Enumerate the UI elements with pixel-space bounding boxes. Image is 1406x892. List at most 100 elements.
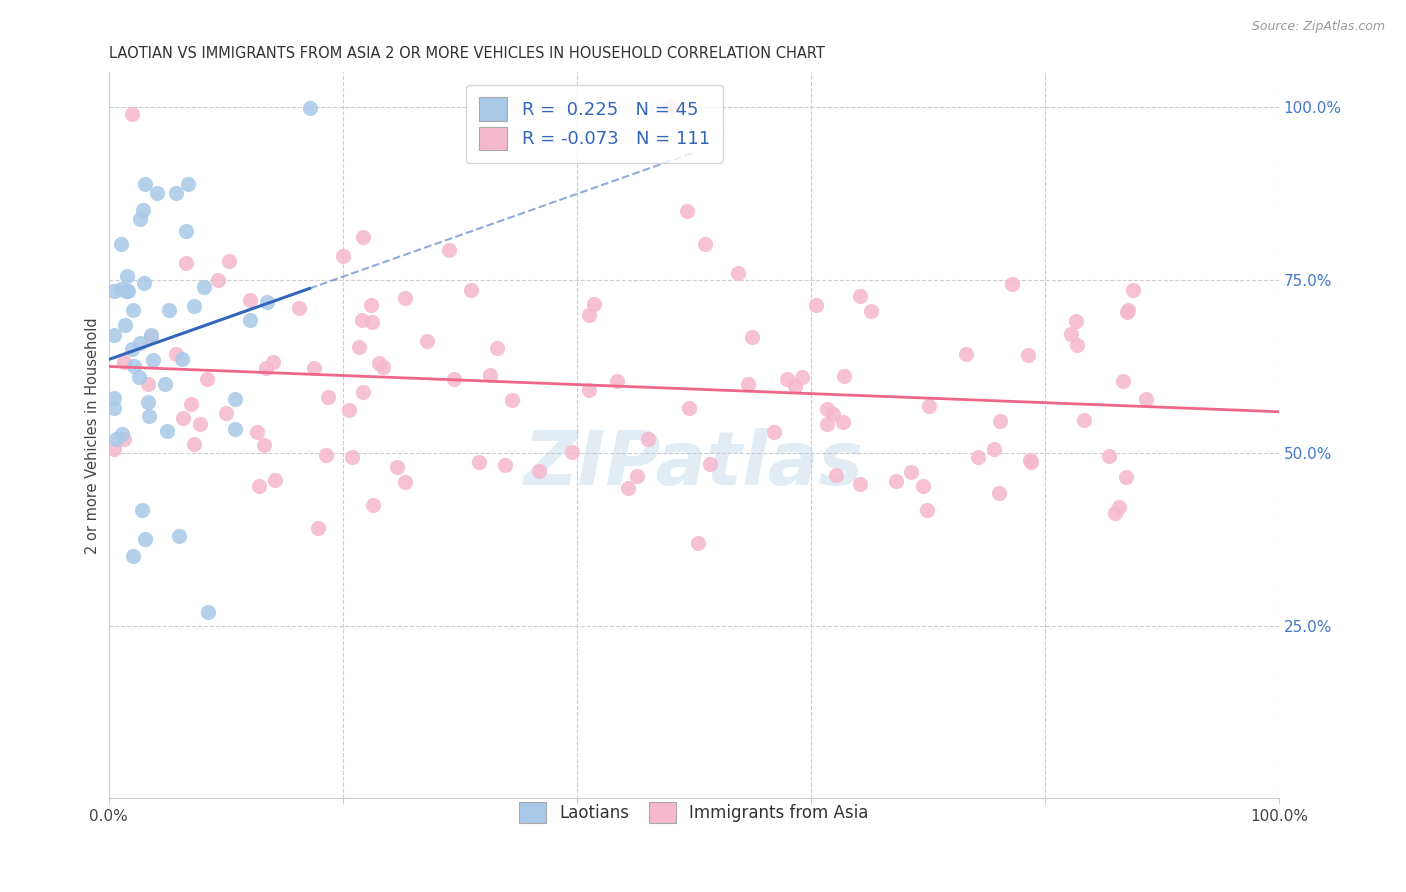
Point (741, 330, 763, 344)
Point (361, 499, 384, 513)
Point (146, 186, 169, 200)
Point (1135, 392, 1157, 406)
Point (394, 292, 416, 306)
Point (1060, 327, 1083, 342)
Point (360, 315, 382, 329)
Point (626, 469, 648, 483)
Point (165, 347, 187, 361)
Point (167, 528, 190, 542)
Point (737, 376, 759, 391)
Point (134, 532, 156, 546)
Point (114, 318, 136, 332)
Point (785, 379, 807, 393)
Point (121, 106, 143, 120)
Point (443, 372, 465, 386)
Point (360, 298, 382, 312)
Point (763, 425, 786, 439)
Point (121, 303, 143, 318)
Point (224, 422, 246, 436)
Point (1104, 507, 1126, 521)
Point (129, 336, 152, 351)
Point (988, 414, 1011, 428)
Point (983, 442, 1005, 456)
Point (153, 377, 176, 392)
Point (561, 445, 583, 459)
Point (1017, 348, 1039, 362)
Point (678, 401, 700, 416)
Point (256, 294, 278, 309)
Point (103, 391, 125, 405)
Point (340, 450, 363, 464)
Point (385, 459, 408, 474)
Point (352, 384, 374, 399)
Point (527, 464, 550, 478)
Point (253, 438, 276, 452)
Point (775, 372, 797, 386)
Point (103, 284, 125, 298)
Point (478, 368, 501, 383)
Point (129, 212, 152, 227)
Point (1122, 283, 1144, 297)
Point (139, 327, 162, 342)
Point (1115, 305, 1137, 319)
Point (174, 225, 197, 239)
Point (103, 401, 125, 416)
Point (110, 282, 132, 296)
Point (183, 437, 205, 451)
Point (849, 289, 872, 303)
Point (138, 409, 160, 423)
Point (467, 455, 489, 469)
Point (460, 283, 482, 297)
Point (1064, 314, 1087, 328)
Point (134, 177, 156, 191)
Point (136, 376, 159, 391)
Point (304, 361, 326, 376)
Point (1001, 277, 1024, 291)
Point (316, 390, 339, 404)
Point (112, 432, 135, 446)
Point (332, 249, 354, 263)
Point (215, 406, 238, 420)
Point (368, 356, 391, 370)
Point (105, 432, 128, 446)
Point (659, 100, 682, 114)
Legend: Laotians, Immigrants from Asia: Laotians, Immigrants from Asia (512, 796, 875, 830)
Point (103, 328, 125, 343)
Point (112, 354, 135, 368)
Point (804, 298, 827, 312)
Point (606, 374, 628, 388)
Point (815, 417, 838, 431)
Point (955, 346, 977, 360)
Point (676, 204, 699, 219)
Point (156, 424, 179, 438)
Point (352, 313, 374, 327)
Point (174, 256, 197, 270)
Point (207, 273, 229, 287)
Point (263, 355, 285, 369)
Point (823, 407, 845, 421)
Point (1115, 469, 1137, 483)
Point (254, 360, 277, 375)
Point (371, 359, 394, 374)
Point (1112, 374, 1135, 388)
Point (347, 340, 370, 354)
Point (142, 353, 165, 368)
Point (307, 521, 329, 535)
Point (180, 397, 202, 411)
Point (264, 473, 287, 487)
Point (1108, 500, 1130, 514)
Point (132, 203, 155, 218)
Point (494, 458, 516, 473)
Point (111, 427, 134, 442)
Point (136, 394, 159, 409)
Point (825, 467, 848, 482)
Point (578, 309, 600, 323)
Point (114, 284, 136, 298)
Point (122, 549, 145, 564)
Point (247, 479, 270, 493)
Point (578, 383, 600, 397)
Point (315, 448, 337, 462)
Point (115, 268, 138, 283)
Point (298, 101, 321, 115)
Point (157, 302, 180, 317)
